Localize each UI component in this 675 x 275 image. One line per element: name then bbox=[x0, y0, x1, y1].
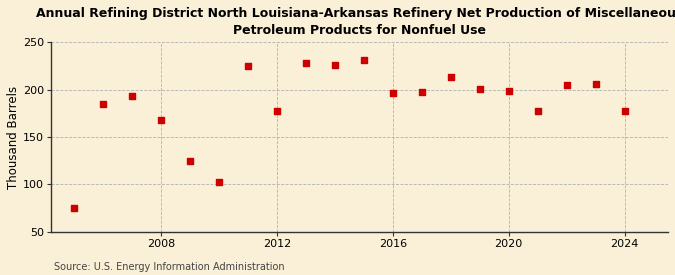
Title: Annual Refining District North Louisiana-Arkansas Refinery Net Production of Mis: Annual Refining District North Louisiana… bbox=[36, 7, 675, 37]
Point bbox=[619, 108, 630, 113]
Point bbox=[184, 159, 195, 163]
Point bbox=[475, 87, 485, 91]
Point bbox=[590, 82, 601, 86]
Y-axis label: Thousand Barrels: Thousand Barrels bbox=[7, 86, 20, 189]
Point bbox=[329, 63, 340, 67]
Point bbox=[446, 75, 456, 79]
Point bbox=[271, 109, 282, 114]
Point bbox=[242, 64, 253, 68]
Point bbox=[126, 94, 137, 98]
Point bbox=[416, 89, 427, 94]
Point bbox=[387, 90, 398, 95]
Point bbox=[69, 206, 80, 210]
Point bbox=[561, 83, 572, 87]
Point bbox=[213, 179, 224, 184]
Point bbox=[533, 108, 543, 113]
Point bbox=[358, 58, 369, 62]
Point bbox=[98, 102, 109, 106]
Text: Source: U.S. Energy Information Administration: Source: U.S. Energy Information Administ… bbox=[54, 262, 285, 272]
Point bbox=[300, 61, 311, 65]
Point bbox=[155, 118, 166, 122]
Point bbox=[504, 89, 514, 93]
